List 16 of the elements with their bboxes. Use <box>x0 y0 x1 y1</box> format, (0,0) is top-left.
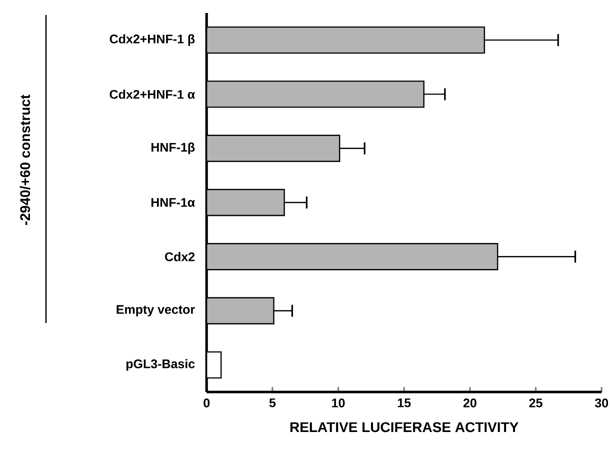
y-tick-label: HNF-1α <box>151 198 195 207</box>
y-tick-label: Empty vector <box>116 305 195 316</box>
x-tick-label: 30 <box>594 398 608 408</box>
y-tick-label: Cdx2+HNF-1 β <box>110 34 195 46</box>
x-tick-label: 15 <box>398 398 411 408</box>
x-tick-label: 5 <box>269 398 276 408</box>
x-axis-title: RELATIVE LUCIFERASE ACTIVITY <box>290 422 518 432</box>
x-tick-label: 20 <box>463 398 476 408</box>
y-tick-label: pGL3-Basic <box>126 359 195 371</box>
x-tick-label: 25 <box>529 398 542 408</box>
x-tick-label: 0 <box>204 398 210 408</box>
y-tick-label: HNF-1β <box>152 142 195 154</box>
y-tick-label: Cdx2+HNF-1 α <box>110 90 195 99</box>
x-tick-label: 10 <box>332 398 345 408</box>
text: -2940/+60 construct <box>20 94 30 225</box>
y-tick-label: Cdx2 <box>165 252 195 262</box>
